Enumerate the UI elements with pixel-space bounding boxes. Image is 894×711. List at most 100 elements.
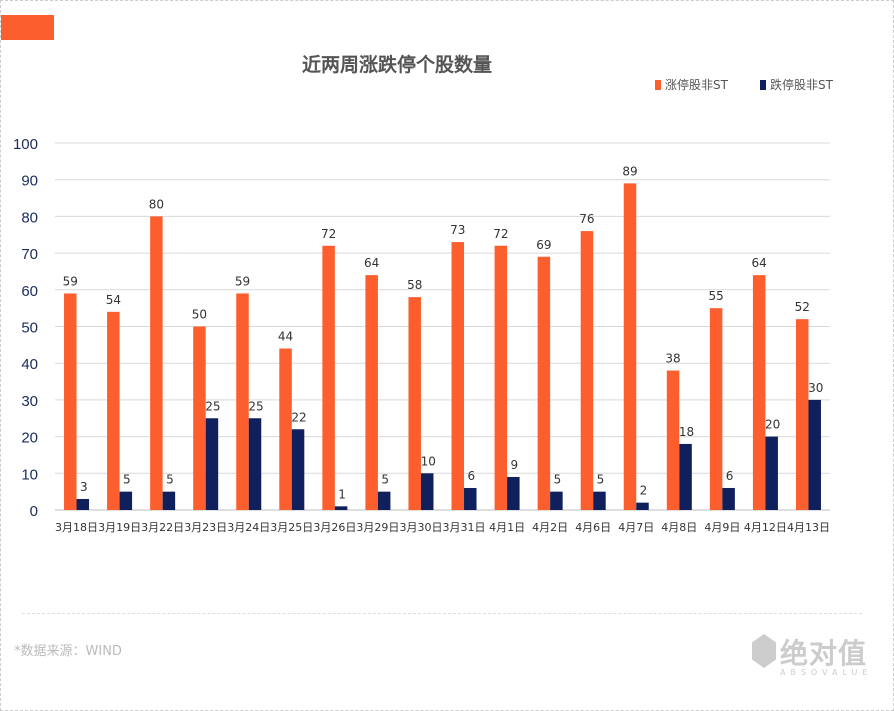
legend-item-up: 涨停股非ST — [655, 76, 728, 93]
x-tick-label: 3月18日 — [55, 521, 98, 534]
logo-hex-icon — [752, 634, 776, 668]
footer-divider — [22, 613, 862, 614]
bar-up — [494, 245, 508, 510]
bar-up — [537, 256, 551, 510]
legend-item-down: 跌停股非ST — [760, 76, 833, 93]
data-label: 5 — [166, 473, 174, 487]
data-label: 80 — [149, 197, 164, 211]
data-label: 55 — [708, 289, 723, 303]
bar-down — [291, 429, 305, 510]
bar-up — [107, 311, 120, 510]
bar-down — [76, 498, 90, 510]
bar-up — [64, 293, 77, 510]
bar-up — [666, 370, 680, 510]
data-label: 44 — [278, 330, 293, 344]
x-tick-label: 3月23日 — [184, 521, 227, 534]
x-tick-label: 3月24日 — [227, 521, 270, 534]
bar-down — [464, 487, 477, 510]
legend-label-up: 涨停股非ST — [665, 78, 728, 92]
chart-title: 近两周涨跌停个股数量 — [301, 54, 492, 76]
legend-swatch-down — [760, 79, 766, 90]
data-label: 2 — [640, 484, 648, 498]
x-tick-label: 3月22日 — [141, 521, 184, 534]
x-tick-label: 3月29日 — [356, 521, 399, 534]
data-label: 72 — [321, 227, 336, 241]
bar-down — [420, 473, 434, 510]
data-label: 22 — [291, 410, 306, 424]
data-label: 72 — [493, 227, 508, 241]
data-label: 5 — [381, 473, 389, 487]
y-tick-label: 0 — [30, 503, 38, 520]
data-label: 5 — [123, 473, 131, 487]
bar-down — [550, 491, 563, 510]
x-tick-label: 3月25日 — [270, 521, 313, 534]
legend-label-down: 跌停股非ST — [770, 78, 833, 92]
y-tick-label: 70 — [21, 246, 38, 263]
bar-up — [365, 275, 378, 510]
data-label: 5 — [597, 473, 605, 487]
bar-up — [795, 319, 809, 510]
bar-up — [236, 293, 249, 510]
data-label: 25 — [205, 399, 220, 413]
bar-down — [765, 436, 778, 510]
data-label: 6 — [467, 469, 475, 483]
data-label: 59 — [235, 274, 250, 288]
data-label: 58 — [407, 278, 422, 292]
bar-up — [623, 183, 637, 510]
data-label: 10 — [421, 454, 436, 468]
x-tick-label: 3月30日 — [399, 521, 442, 534]
bar-down — [722, 487, 735, 510]
bar-down — [334, 506, 348, 510]
x-tick-label: 4月7日 — [618, 521, 654, 534]
y-tick-label: 30 — [21, 393, 38, 410]
bar-up — [193, 326, 206, 510]
bar-up — [580, 231, 594, 510]
legend-swatch-up — [655, 79, 661, 90]
data-label: 64 — [752, 256, 767, 270]
bar-down — [636, 502, 649, 510]
x-tick-label: 4月1日 — [489, 521, 525, 534]
data-label: 52 — [795, 300, 810, 314]
data-label: 25 — [248, 399, 263, 413]
bar-up — [752, 275, 766, 510]
x-tick-label: 4月12日 — [744, 521, 787, 534]
bar-up — [322, 245, 335, 510]
bar-down — [119, 491, 133, 510]
data-label: 64 — [364, 256, 379, 270]
bar-up — [451, 242, 465, 510]
data-label: 5 — [554, 473, 562, 487]
y-tick-label: 20 — [21, 430, 38, 447]
x-tick-label: 4月6日 — [575, 521, 611, 534]
data-source: *数据来源：WIND — [14, 644, 122, 659]
data-label: 69 — [536, 238, 551, 252]
data-label: 20 — [765, 418, 780, 432]
data-label: 73 — [450, 223, 465, 237]
bar-down — [248, 418, 262, 510]
accent-tag — [1, 15, 54, 40]
x-tick-label: 3月26日 — [313, 521, 356, 534]
bar-up — [408, 297, 421, 510]
data-label: 89 — [622, 164, 637, 178]
bar-down — [679, 443, 692, 510]
bar-down — [808, 399, 821, 510]
bar-down — [593, 491, 606, 510]
data-label: 54 — [106, 293, 121, 307]
bar-down — [507, 476, 520, 510]
y-tick-label: 10 — [21, 466, 38, 483]
x-tick-label: 3月31日 — [443, 521, 486, 534]
data-label: 30 — [808, 381, 823, 395]
data-label: 6 — [726, 469, 734, 483]
data-label: 59 — [63, 274, 78, 288]
y-tick-label: 50 — [21, 320, 38, 337]
data-label: 3 — [80, 480, 88, 494]
y-tick-label: 60 — [21, 283, 38, 300]
data-label: 9 — [511, 458, 519, 472]
x-tick-label: 4月8日 — [661, 521, 697, 534]
y-tick-label: 80 — [21, 209, 38, 226]
y-tick-label: 40 — [21, 356, 38, 373]
absovalue-logo: 绝对值 ABSOVALUE — [752, 632, 872, 677]
data-label: 18 — [679, 425, 694, 439]
x-tick-label: 4月13日 — [787, 521, 830, 534]
y-tick-label: 90 — [21, 173, 38, 190]
